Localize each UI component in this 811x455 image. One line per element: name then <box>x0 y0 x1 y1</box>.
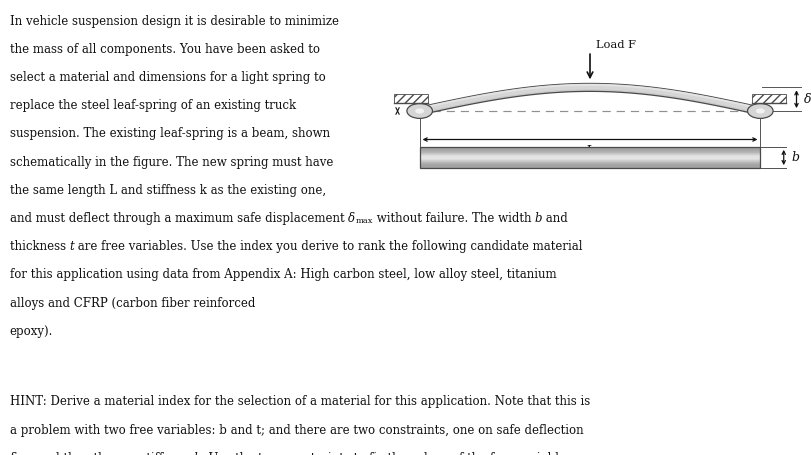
Text: select a material and dimensions for a light spring to: select a material and dimensions for a l… <box>10 71 325 84</box>
Polygon shape <box>420 155 761 156</box>
Circle shape <box>407 104 432 118</box>
Text: b: b <box>792 151 800 164</box>
Polygon shape <box>420 150 761 151</box>
Polygon shape <box>420 151 761 152</box>
Circle shape <box>415 108 424 114</box>
Text: L: L <box>586 145 594 158</box>
Polygon shape <box>420 147 761 148</box>
Text: δ: δ <box>10 452 17 455</box>
Polygon shape <box>420 159 761 160</box>
Text: suspension. The existing leaf-spring is a beam, shown: suspension. The existing leaf-spring is … <box>10 127 330 141</box>
Polygon shape <box>420 86 761 113</box>
Polygon shape <box>420 149 761 150</box>
Circle shape <box>748 104 773 118</box>
Text: alloys and CFRP (carbon fiber reinforced: alloys and CFRP (carbon fiber reinforced <box>10 297 255 310</box>
Polygon shape <box>420 157 761 158</box>
Text: b: b <box>535 212 543 225</box>
Text: δ: δ <box>805 93 811 106</box>
Polygon shape <box>420 158 761 159</box>
Polygon shape <box>420 156 761 157</box>
Polygon shape <box>420 83 761 115</box>
Text: without failure. The width: without failure. The width <box>372 212 535 225</box>
Polygon shape <box>420 153 761 154</box>
Text: are free variables. Use the index you derive to rank the following candidate mat: are free variables. Use the index you de… <box>75 240 583 253</box>
Text: In vehicle suspension design it is desirable to minimize: In vehicle suspension design it is desir… <box>10 15 339 28</box>
Polygon shape <box>420 84 761 110</box>
Polygon shape <box>420 163 761 164</box>
Text: k: k <box>194 452 201 455</box>
Text: for this application using data from Appendix A: High carbon steel, low alloy st: for this application using data from App… <box>10 268 556 282</box>
Text: and: and <box>543 212 569 225</box>
Text: and the other on stiffness: and the other on stiffness <box>34 452 194 455</box>
Text: Load F: Load F <box>596 40 637 50</box>
Polygon shape <box>420 152 761 153</box>
Text: HINT: Derive a material index for the selection of a material for this applicati: HINT: Derive a material index for the se… <box>10 395 590 409</box>
Polygon shape <box>420 166 761 167</box>
Text: a problem with two free variables: b and t; and there are two constraints, one o: a problem with two free variables: b and… <box>10 424 583 437</box>
Circle shape <box>756 108 765 114</box>
Text: . Use the two constraints to fix the values of the free variables.: . Use the two constraints to fix the val… <box>201 452 576 455</box>
Text: epoxy).: epoxy). <box>10 325 53 338</box>
Polygon shape <box>420 162 761 163</box>
Polygon shape <box>420 154 761 155</box>
Text: t: t <box>70 240 75 253</box>
Text: the same length L and stiffness k as the existing one,: the same length L and stiffness k as the… <box>10 184 326 197</box>
Text: replace the steel leaf-spring of an existing truck: replace the steel leaf-spring of an exis… <box>10 99 296 112</box>
Text: thickness: thickness <box>10 240 70 253</box>
Text: the mass of all components. You have been asked to: the mass of all components. You have bee… <box>10 43 320 56</box>
Polygon shape <box>420 164 761 165</box>
Text: and must deflect through a maximum safe displacement: and must deflect through a maximum safe … <box>10 212 348 225</box>
Text: max: max <box>355 217 372 225</box>
Polygon shape <box>420 167 761 168</box>
Polygon shape <box>420 160 761 161</box>
Polygon shape <box>420 161 761 162</box>
Polygon shape <box>420 165 761 166</box>
Text: δ: δ <box>348 212 355 225</box>
Polygon shape <box>420 148 761 149</box>
Text: schematically in the figure. The new spring must have: schematically in the figure. The new spr… <box>10 156 333 169</box>
